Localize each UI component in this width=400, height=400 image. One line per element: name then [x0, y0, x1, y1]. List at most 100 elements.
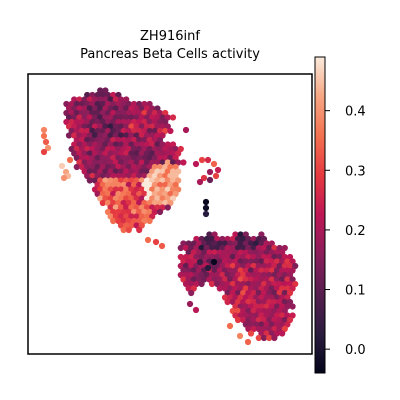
spot — [221, 258, 229, 265]
spot — [117, 222, 125, 229]
spot — [159, 114, 166, 121]
spot — [253, 267, 260, 274]
spot — [78, 127, 86, 135]
spot — [73, 100, 80, 108]
spot — [279, 267, 286, 274]
spot — [164, 195, 171, 202]
spot — [266, 271, 273, 279]
spot — [219, 271, 226, 279]
spot — [182, 253, 190, 261]
colorbar-tick-label: 0.2 — [345, 224, 366, 239]
spot — [159, 159, 166, 166]
spot — [104, 109, 112, 117]
spot — [286, 280, 294, 288]
spot — [224, 244, 231, 252]
spot — [234, 235, 242, 243]
spot — [136, 127, 143, 135]
spot — [128, 222, 135, 229]
spot — [143, 213, 151, 220]
spot — [247, 249, 255, 256]
spot — [97, 150, 104, 157]
spot — [234, 280, 242, 288]
spot — [279, 258, 286, 265]
spot — [201, 249, 208, 256]
spot — [232, 294, 239, 301]
spot — [117, 114, 125, 121]
spot — [162, 127, 169, 135]
spot — [81, 150, 88, 157]
spot — [84, 109, 91, 117]
spot — [175, 150, 182, 157]
spot — [71, 141, 78, 148]
spot — [219, 244, 226, 252]
spot — [208, 253, 216, 261]
spot — [279, 249, 286, 256]
spot — [102, 177, 109, 184]
spot — [247, 276, 255, 283]
spot — [260, 262, 268, 270]
spot — [253, 294, 260, 301]
spot — [84, 154, 91, 162]
spot — [154, 177, 161, 184]
spot — [210, 258, 218, 266]
spot — [71, 114, 78, 121]
spot — [237, 240, 244, 247]
spot — [281, 253, 288, 261]
spot — [143, 186, 151, 193]
spot — [185, 240, 192, 247]
spot — [266, 325, 273, 333]
spot — [123, 213, 130, 220]
spot — [136, 172, 143, 180]
spot — [76, 105, 83, 112]
spot — [125, 190, 132, 198]
spot — [73, 163, 80, 171]
spot — [203, 271, 210, 279]
spot — [143, 114, 151, 121]
spot — [117, 96, 125, 103]
spot — [112, 141, 119, 148]
spot — [97, 87, 104, 94]
spot — [84, 145, 91, 153]
spot — [58, 162, 66, 170]
spot — [154, 114, 161, 121]
spot — [146, 127, 153, 135]
spot — [214, 253, 221, 261]
spot — [245, 235, 252, 243]
spot — [76, 141, 83, 148]
spot — [115, 91, 122, 99]
spot — [250, 271, 257, 279]
spot — [138, 159, 145, 166]
spot — [120, 226, 127, 234]
spot — [104, 136, 112, 144]
spot — [185, 249, 192, 256]
spot — [104, 100, 112, 108]
spot — [128, 114, 135, 121]
spot — [78, 145, 86, 153]
spot — [84, 172, 91, 180]
spot — [203, 235, 210, 243]
spot — [240, 271, 247, 279]
spot — [242, 285, 249, 292]
hex-spots — [40, 87, 299, 346]
spot — [141, 208, 148, 216]
spot — [156, 127, 164, 135]
spot — [104, 91, 112, 99]
spot — [91, 186, 99, 193]
spot — [276, 271, 283, 279]
spot — [115, 136, 122, 144]
spot — [200, 174, 208, 182]
spot — [204, 264, 212, 272]
spot — [271, 262, 278, 270]
spot — [258, 267, 265, 274]
spot — [146, 199, 153, 207]
spot — [115, 217, 122, 225]
spot — [196, 178, 204, 186]
spot — [169, 177, 177, 184]
spot — [258, 276, 265, 283]
spot — [242, 258, 249, 265]
spot — [68, 118, 75, 126]
spot — [164, 204, 171, 211]
spot — [180, 267, 187, 274]
spot — [185, 267, 192, 274]
spot — [224, 271, 231, 279]
